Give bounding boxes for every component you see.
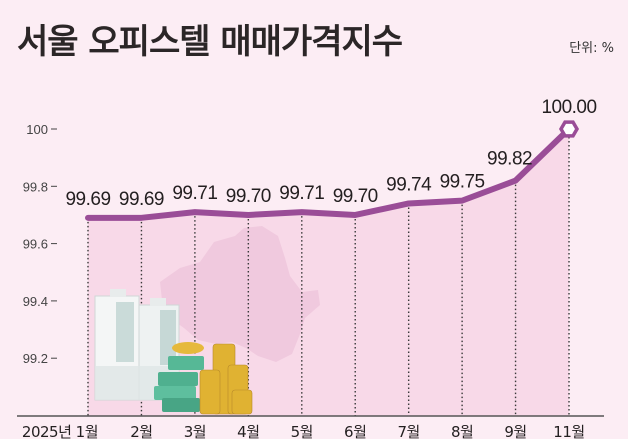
data-value-label: 100.00 [541,97,596,118]
data-line [85,120,580,221]
area-fill [88,129,569,416]
data-value-label: 99.82 [487,149,532,170]
chart-title: 서울 오피스텔 매매가격지수 [17,22,403,62]
x-tick-label: 9월 [504,423,526,439]
x-tick-label: 2월 [130,423,152,439]
y-tick-label: 99.6 [23,237,48,252]
seoul-map-silhouette [160,226,320,362]
y-tick-label: 99.2 [23,351,48,366]
x-tick-label: 7월 [397,423,419,439]
x-tick-label: 2025년 1월 [22,423,98,439]
x-tick-label: 11월 [553,423,584,439]
x-axis-labels: 2025년 1월 2월 3월 4월 5월 6월 7월 8월 9월 11월 [22,423,585,439]
y-tick-label: 99.4 [23,294,48,309]
unit-label: 단위: % [569,41,614,56]
y-axis: 100 99.8 99.6 99.4 99.2 [23,122,57,366]
data-value-label: 99.75 [440,172,485,193]
data-value-label: 99.69 [119,189,164,210]
data-value-label: 99.70 [333,186,378,207]
data-value-label: 99.74 [386,174,432,195]
data-value-label: 99.71 [279,183,324,204]
area-under-line [88,129,569,416]
y-tick-label: 100 [26,122,48,137]
data-value-label: 99.69 [65,189,110,210]
latest-point-hexagon-marker [558,120,580,138]
x-tick-label: 5월 [291,423,313,439]
data-labels: 99.69 99.69 99.71 99.70 99.71 99.70 99.74 99.75… [65,97,597,210]
x-tick-label: 3월 [184,423,206,439]
index-line [85,126,572,221]
x-tick-label: 6월 [344,423,366,439]
data-value-label: 99.70 [226,186,271,207]
y-tick-label: 99.8 [23,179,48,194]
dotted-guides [87,133,570,416]
data-value-label: 99.71 [172,183,217,204]
x-tick-label: 8월 [451,423,473,439]
building-money-illustration [94,289,253,415]
x-tick-label: 4월 [237,423,259,439]
